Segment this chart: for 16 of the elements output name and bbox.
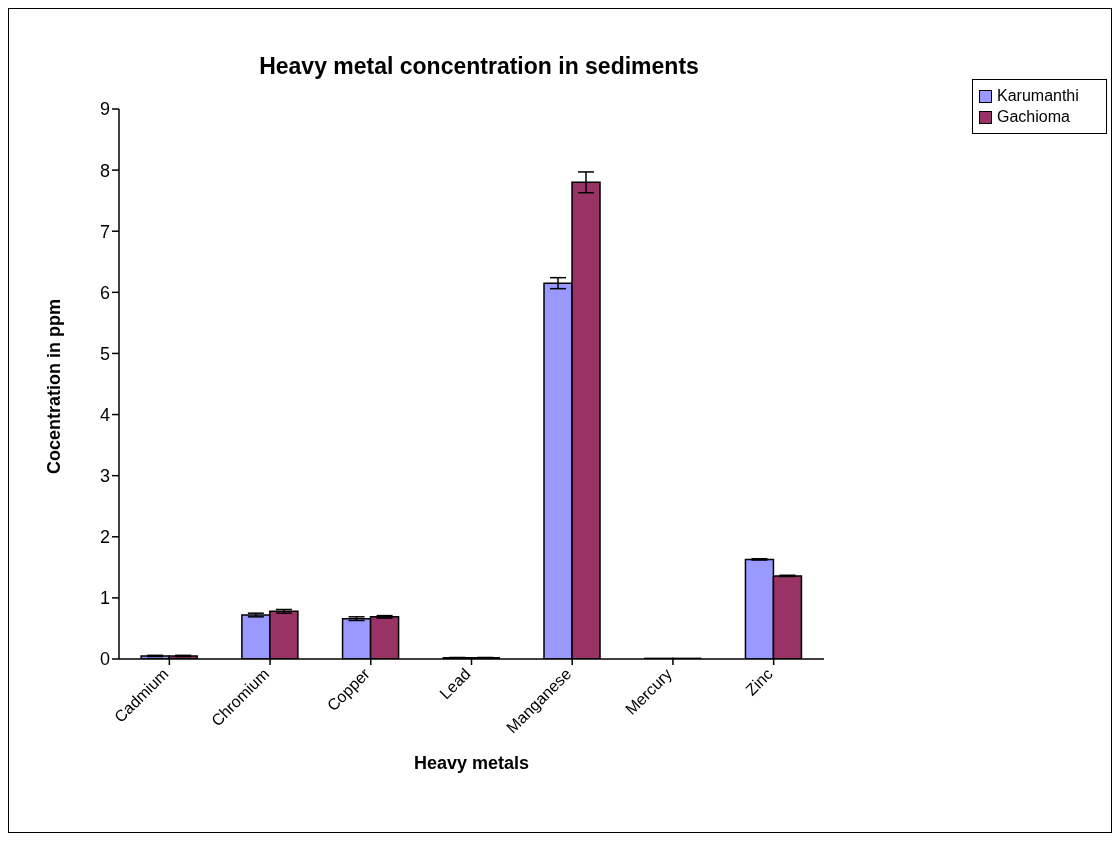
legend-label: Gachioma <box>997 108 1070 126</box>
y-tick-label: 8 <box>99 160 110 181</box>
y-tick-label: 3 <box>99 466 110 487</box>
y-tick-label: 9 <box>99 99 110 120</box>
legend-label: Karumanthi <box>997 87 1079 105</box>
y-tick-label: 4 <box>99 404 110 425</box>
chart-title: Heavy metal concentration in sediments <box>258 53 700 80</box>
y-tick-label: 1 <box>99 588 110 609</box>
y-axis-title: Cocentration in ppm <box>44 299 65 474</box>
x-tick-label: Zinc <box>742 665 776 699</box>
y-tick-label: 0 <box>99 649 110 670</box>
y-tick-label: 7 <box>99 221 110 242</box>
y-tick-label: 2 <box>99 527 110 548</box>
y-tick-label: 6 <box>99 282 110 303</box>
y-tick-label: 5 <box>99 343 110 364</box>
x-axis-title: Heavy metals <box>413 753 530 773</box>
